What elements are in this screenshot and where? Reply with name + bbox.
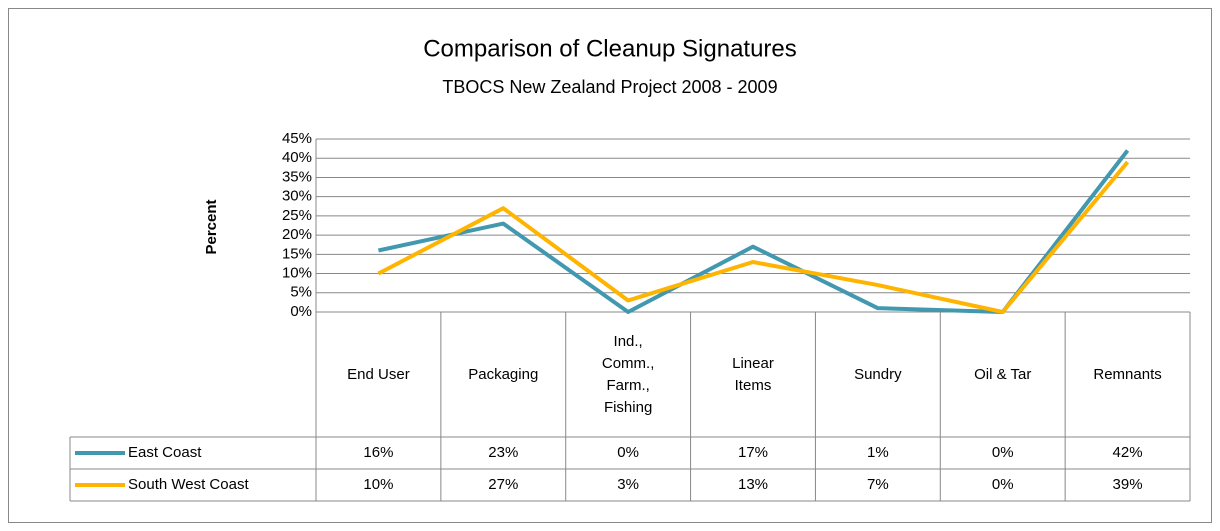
y-tick-label: 45% — [282, 130, 312, 147]
category-label: Remnants — [1093, 365, 1162, 383]
y-tick-label: 5% — [290, 284, 312, 301]
table-value: 27% — [488, 476, 518, 493]
table-value: 16% — [363, 444, 393, 461]
table-value: 0% — [992, 444, 1014, 461]
y-tick-label: 40% — [282, 149, 312, 166]
category-label: Ind., Comm., Farm., Fishing — [601, 332, 655, 416]
table-value: 39% — [1113, 476, 1143, 493]
legend-label: South West Coast — [128, 476, 249, 493]
category-label: Oil & Tar — [974, 365, 1032, 383]
chart-title: Comparison of Cleanup Signatures — [423, 35, 797, 62]
table-value: 3% — [617, 476, 639, 493]
table-value: 0% — [617, 444, 639, 461]
table-value: 42% — [1113, 444, 1143, 461]
table-value: 1% — [867, 444, 889, 461]
y-tick-label: 15% — [282, 245, 312, 262]
y-axis-label: Percent — [203, 199, 220, 254]
category-label: End User — [347, 365, 410, 383]
table-value: 7% — [867, 476, 889, 493]
y-tick-label: 10% — [282, 265, 312, 282]
category-label: Packaging — [468, 365, 539, 383]
category-label: Sundry — [854, 365, 902, 383]
table-value: 0% — [992, 476, 1014, 493]
table-value: 17% — [738, 444, 768, 461]
category-label: Linear Items — [732, 354, 774, 394]
table-value: 10% — [363, 476, 393, 493]
table-value: 23% — [488, 444, 518, 461]
legend-label: East Coast — [128, 444, 202, 461]
y-tick-label: 25% — [282, 207, 312, 224]
y-tick-label: 35% — [282, 168, 312, 185]
y-tick-label: 20% — [282, 226, 312, 243]
series-line — [377, 160, 1130, 314]
y-tick-label: 30% — [282, 188, 312, 205]
y-tick-label: 0% — [290, 303, 312, 320]
chart-subtitle: TBOCS New Zealand Project 2008 - 2009 — [442, 77, 777, 97]
table-value: 13% — [738, 476, 768, 493]
